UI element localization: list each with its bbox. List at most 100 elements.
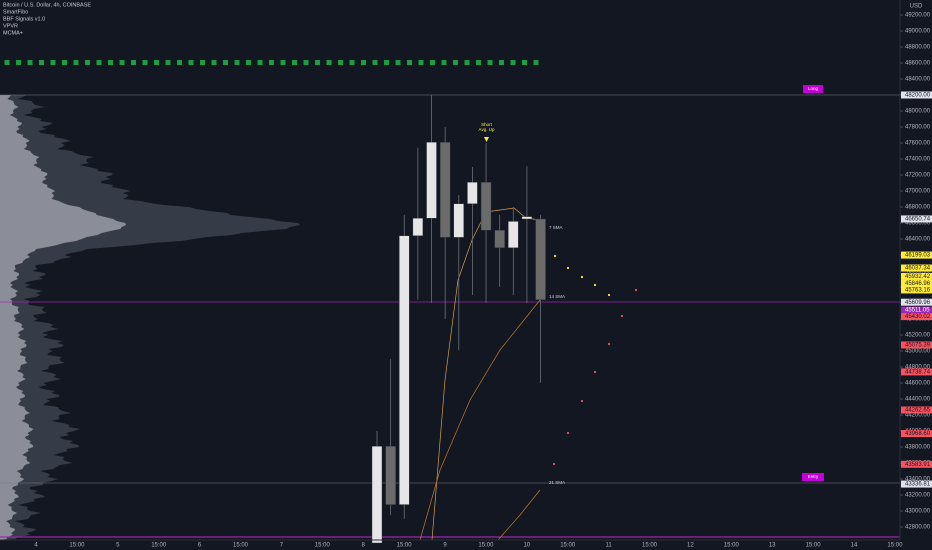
price-tag [901,298,932,306]
signal-square [96,60,102,65]
signal-square [269,60,274,65]
price-tag-label: 45511.05 [905,308,930,314]
sma-label: 14 SMA [549,294,565,299]
profile-volume [0,95,127,540]
y-tick-label: 44400.00 [905,397,931,403]
signal-square [39,60,44,65]
projection-dot [634,288,638,292]
signal-square [453,60,458,65]
signal-square [4,60,10,65]
price-tag [901,272,932,280]
x-tick-label: 15:00 [887,543,903,549]
y-tick-label: 46000.00 [905,269,931,275]
y-tick-label: 48800.00 [905,45,931,51]
signal-square [361,60,366,65]
signal-square [85,60,90,65]
projection-dot [607,342,611,346]
signal-square [533,60,539,65]
indicator: VPVR [3,23,18,29]
indicator: SmartFibo [3,9,28,15]
signal-square [154,60,159,65]
y-tick-label: 47800.00 [905,125,931,131]
price-tag-label: 45846.96 [905,281,931,287]
signal-square [62,60,67,65]
candle-body [453,203,464,238]
projection-dot [553,254,557,258]
signal-square [303,60,309,65]
price-tag [901,460,932,468]
price-tag [901,341,932,349]
price-tag [901,286,932,294]
x-tick-label: 13 [769,543,776,549]
x-tick-label: 15:00 [560,543,576,549]
price-tag [901,251,932,259]
price-tag [901,368,932,376]
signal-square [16,60,21,65]
candle-body [412,217,424,236]
x-tick-label: 15:00 [315,543,331,549]
price-tag-label: 45932.42 [905,274,931,280]
x-tick-label: 9 [443,543,447,549]
price-tag [901,430,932,438]
signal-square [246,60,251,65]
price-tag-label: 46199.03 [905,253,931,259]
signal-square [338,60,343,65]
signal-square [119,60,125,65]
signal-label: Short [481,122,493,127]
signal-square [200,60,205,65]
candle-body [480,181,492,231]
signal-square [441,60,447,65]
x-tick-label: 7 [280,543,284,549]
x-tick-label: 15:00 [69,543,85,549]
projection-dot [620,314,624,318]
price-tag-label: 44738.74 [905,369,931,375]
sma-label: 7 SMA [549,225,563,230]
candle-body [508,221,519,248]
x-tick-label: 4 [34,543,38,549]
y-tick-label: 47600.00 [905,141,931,147]
price-tag-label: 45763.16 [905,288,931,294]
y-tick-label: 45200.00 [905,333,931,339]
signal-square [522,60,527,65]
sma-label: 21 SMA [549,480,565,485]
price-tag-label: 46037.34 [905,266,931,272]
y-tick-label: 46400.00 [905,237,931,243]
x-tick-label: 6 [198,543,202,549]
x-tick-label: 15:00 [151,543,167,549]
candle-body [399,235,410,505]
projection-dot [593,370,597,374]
signal-square [188,60,194,65]
x-tick-label: 12 [687,543,694,549]
trade-tag-label: Entry [808,474,819,479]
projection-dot [593,283,597,287]
candle-body [385,446,396,505]
y-tick-label: 44200.00 [905,413,931,419]
signal-square [131,60,136,65]
y-tick-label: 47400.00 [905,157,931,163]
sma-line [419,299,541,541]
candle-body [494,229,505,248]
signal-square [372,60,378,65]
trade-tag [803,85,823,93]
signal-square [108,60,113,65]
y-tick-label: 49200.00 [905,13,931,19]
projection-dot [580,399,584,403]
signal-arrow [484,137,489,142]
y-tick-label: 46800.00 [905,205,931,211]
price-tag-label: 43336.81 [905,482,931,488]
signal-square [142,60,148,65]
price-tag-label: 44262.65 [905,408,931,414]
currency: USD [910,4,923,10]
candle-body [467,181,478,204]
signal-square [315,60,320,65]
x-tick-label: 15:00 [478,543,494,549]
projection-dot [566,431,570,435]
signal-square [211,60,217,65]
signal-square [73,60,79,65]
projection-dot [580,275,584,279]
x-tick-label: 15:00 [642,543,658,549]
projection-dot [566,266,570,270]
y-tick-label: 48400.00 [905,77,931,83]
projection-dot [552,462,556,466]
